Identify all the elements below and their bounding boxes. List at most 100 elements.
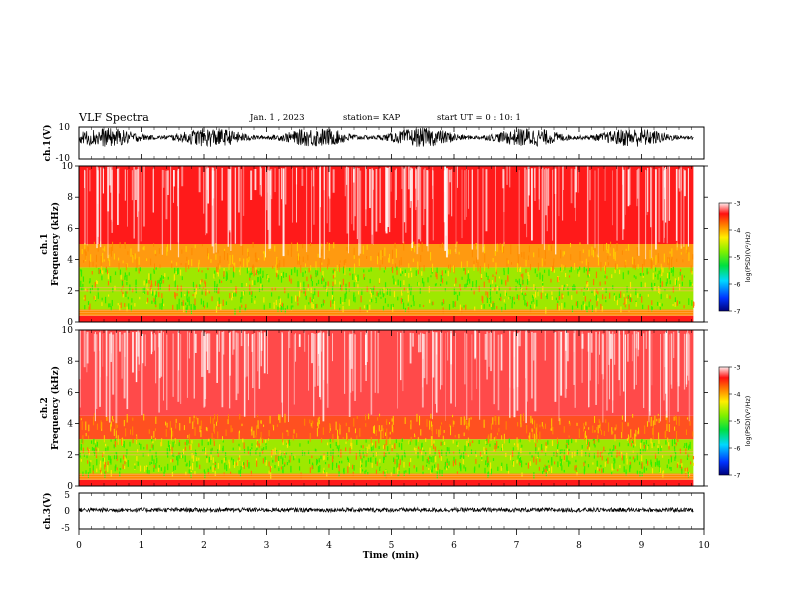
spectrum-speckle [365, 414, 367, 421]
spectrum-speckle [298, 257, 300, 265]
impulse-streak [554, 167, 557, 194]
spectrum-speckle [489, 462, 492, 470]
spectrum-speckle [456, 471, 459, 474]
spectrum-speckle [204, 447, 207, 455]
spectrum-speckle [156, 457, 158, 464]
spectrum-speckle [643, 441, 645, 446]
spectrum-speckle [262, 270, 264, 278]
ch1-colorbar-label: log(PSD)(V²/Hz) [744, 232, 752, 283]
spectrum-speckle [309, 467, 311, 473]
impulse-streak [678, 167, 681, 192]
spectrum-speckle [550, 278, 552, 283]
spectrum-speckle [496, 291, 498, 294]
spectrum-speckle [342, 302, 344, 305]
impulse-streak [616, 166, 618, 241]
spectrum-speckle [551, 291, 553, 295]
spectrum-speckle [265, 445, 267, 450]
spectrum-speckle [284, 413, 286, 423]
spectrum-speckle [186, 462, 188, 467]
spectrum-speckle [668, 258, 670, 263]
spectrum-speckle [425, 452, 427, 456]
spectrum-speckle [294, 455, 296, 459]
spectrum-speckle [536, 299, 538, 307]
spectrum-speckle [674, 302, 676, 307]
spectrum-speckle [336, 429, 338, 440]
spectrum-speckle [85, 470, 87, 475]
spectrum-speckle [151, 438, 153, 442]
spectrum-speckle [429, 299, 431, 304]
impulse-streak [313, 168, 315, 225]
spectrum-speckle [441, 278, 444, 284]
spectrum-speckle [79, 453, 81, 458]
spectrum-speckle [513, 443, 516, 446]
spectrum-speckle [360, 445, 362, 448]
spectrum-speckle [539, 458, 541, 462]
spectrum-speckle [606, 249, 608, 253]
spectrum-speckle [545, 465, 547, 470]
spectrum-speckle [444, 466, 446, 470]
spectrum-speckle [428, 467, 430, 470]
spectrum-speckle [395, 248, 397, 258]
spectrum-speckle [80, 271, 82, 275]
spectrum-speckle [279, 303, 281, 308]
spectrum-speckle [545, 442, 547, 446]
spectrum-speckle [292, 434, 294, 441]
spectrum-speckle [163, 471, 165, 476]
spectrum-speckle [340, 449, 342, 456]
spectrum-speckle [656, 418, 658, 422]
spectrum-speckle [529, 304, 532, 312]
spectrum-speckle [110, 423, 112, 432]
spectrum-speckle [483, 419, 485, 428]
spectrum-speckle [691, 283, 693, 286]
spectrum-speckle [304, 289, 307, 297]
impulse-streak [680, 167, 682, 191]
impulse-streak [423, 334, 426, 379]
spectrum-speckle [691, 300, 693, 306]
impulse-streak [563, 166, 564, 191]
spectrum-speckle [296, 242, 298, 252]
spectrum-speckle [219, 255, 221, 264]
spectrum-speckle [208, 456, 211, 463]
impulse-streak [136, 169, 139, 217]
spectrum-speckle [500, 466, 502, 471]
spectrum-speckle [658, 256, 660, 263]
impulse-streak [227, 168, 229, 247]
spectrum-speckle [122, 283, 124, 289]
spectrum-speckle [555, 450, 557, 457]
spectrum-speckle [553, 269, 555, 273]
spectrum-speckle [541, 444, 543, 450]
spectrum-speckle [125, 291, 127, 298]
spectrum-speckle [505, 279, 507, 286]
spectrum-speckle [478, 285, 480, 292]
spectrum-speckle [191, 453, 193, 459]
ch1-colorbar: -3-4-5-6-7 log(PSD)(V²/Hz) [718, 200, 752, 316]
spectrum-speckle [477, 261, 479, 272]
spectrum-speckle [290, 305, 292, 310]
impulse-streak [587, 332, 589, 352]
spectrum-speckle [87, 460, 89, 464]
spectrum-speckle [116, 467, 118, 471]
spectrum-speckle [417, 446, 420, 450]
spectrum-speckle [652, 272, 654, 280]
spectrum-speckle [368, 444, 370, 450]
spectrum-speckle [602, 287, 604, 290]
spectrum-speckle [659, 284, 662, 289]
spectrum-speckle [446, 465, 449, 469]
spectrum-speckle [270, 472, 272, 479]
impulse-streak [673, 331, 675, 359]
spectrum-speckle [417, 437, 419, 442]
spectrum-speckle [296, 433, 298, 438]
spectrum-speckle [686, 467, 688, 472]
spectrum-speckle [399, 268, 402, 273]
spectrum-speckle [222, 436, 224, 441]
impulse-streak [409, 332, 412, 364]
y-tick-label: 0 [67, 482, 73, 492]
spectrum-speckle [625, 472, 627, 476]
spectrum-speckle [367, 457, 369, 462]
spectrum-speckle [517, 422, 519, 427]
spectrum-speckle [495, 269, 498, 275]
spectrum-speckle [588, 447, 591, 451]
spectrum-speckle [268, 278, 270, 283]
spectrum-speckle [634, 265, 636, 270]
spectrum-speckle [114, 466, 116, 472]
